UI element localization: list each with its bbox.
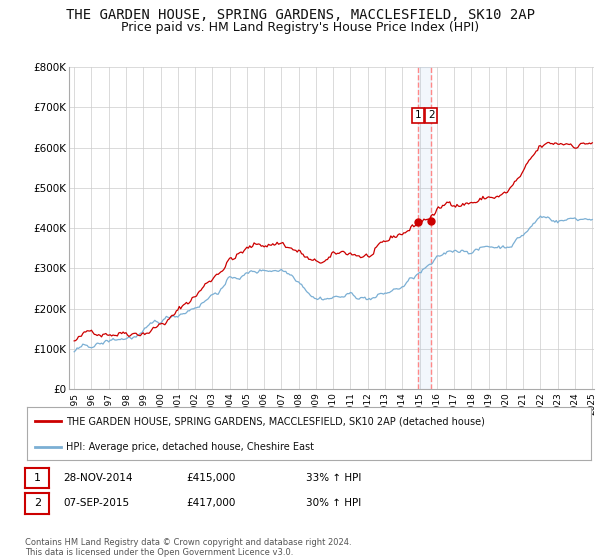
Text: 28-NOV-2014: 28-NOV-2014 [63,473,133,483]
Text: 1: 1 [415,110,421,120]
Text: 1: 1 [34,473,41,483]
Text: Contains HM Land Registry data © Crown copyright and database right 2024.
This d: Contains HM Land Registry data © Crown c… [25,538,352,557]
Text: £417,000: £417,000 [186,498,235,508]
Text: 2: 2 [34,498,41,508]
Bar [418,67,431,389]
Text: 07-SEP-2015: 07-SEP-2015 [63,498,129,508]
Text: HPI: Average price, detached house, Cheshire East: HPI: Average price, detached house, Ches… [67,442,314,452]
Text: THE GARDEN HOUSE, SPRING GARDENS, MACCLESFIELD, SK10 2AP (detached house): THE GARDEN HOUSE, SPRING GARDENS, MACCLE… [67,417,485,427]
Text: 33% ↑ HPI: 33% ↑ HPI [306,473,361,483]
Text: THE GARDEN HOUSE, SPRING GARDENS, MACCLESFIELD, SK10 2AP: THE GARDEN HOUSE, SPRING GARDENS, MACCLE… [65,8,535,22]
Text: Price paid vs. HM Land Registry's House Price Index (HPI): Price paid vs. HM Land Registry's House … [121,21,479,34]
Text: 30% ↑ HPI: 30% ↑ HPI [306,498,361,508]
Text: £415,000: £415,000 [186,473,235,483]
Text: 2: 2 [428,110,434,120]
